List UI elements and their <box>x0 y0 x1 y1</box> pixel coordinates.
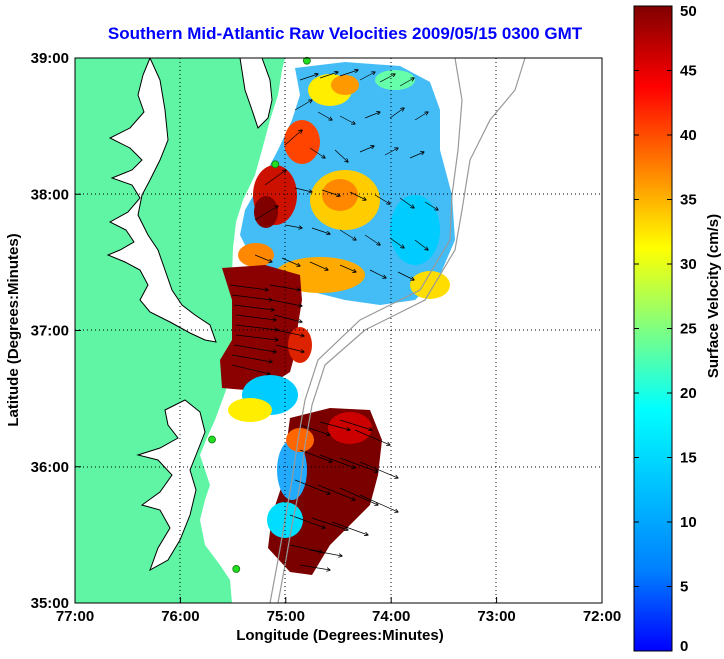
colorbar-tick-label: 10 <box>680 514 697 531</box>
colorbar-tick-label: 40 <box>680 127 697 144</box>
colorbar-tick-label: 20 <box>680 385 697 402</box>
colorbar-label: Surface Velocity (cm/s) <box>705 214 722 378</box>
y-axis-label: Latitude (Degrees:Minutes) <box>5 233 22 426</box>
x-axis-label: Longitude (Degrees:Minutes) <box>236 627 444 644</box>
station-marker <box>271 160 280 169</box>
colorbar-tick-label: 30 <box>680 256 697 273</box>
station-marker <box>208 435 216 444</box>
x-tick-label: 72:00 <box>583 608 621 625</box>
colorbar-tick-label: 0 <box>680 638 688 655</box>
chesapeake-bay <box>106 58 217 343</box>
colorbar-ticks: 0 5 10 15 20 25 30 35 40 45 50 <box>634 3 697 655</box>
x-tick-label: 76:00 <box>161 608 199 625</box>
pamlico-sound <box>136 399 206 572</box>
colorbar-tick-label: 25 <box>680 321 697 338</box>
x-tick-label: 74:00 <box>372 608 410 625</box>
colorbar: 0 5 10 15 20 25 30 35 40 45 50 Surface Velocity (c… <box>633 3 722 655</box>
velocity-vectors <box>254 70 438 280</box>
station-marker <box>232 565 241 573</box>
velocity-vectors-central <box>229 284 304 374</box>
colorbar-tick-label: 50 <box>680 3 697 20</box>
colorbar-tick-label: 5 <box>680 579 688 596</box>
colorbar-gradient <box>633 5 673 652</box>
x-axis-ticks: 77:00 76:00 75:00 74:00 73:00 72:00 <box>56 597 621 625</box>
y-tick-label: 35:00 <box>31 595 69 612</box>
station-marker <box>302 56 311 65</box>
bathymetry-contours <box>269 58 526 603</box>
y-tick-label: 39:00 <box>31 50 69 67</box>
station-markers <box>208 56 311 573</box>
y-tick-label: 38:00 <box>31 186 69 203</box>
plot-area <box>74 56 603 604</box>
y-tick-label: 37:00 <box>31 323 69 340</box>
map-title: Southern Mid-Atlantic Raw Velocities 200… <box>108 24 583 43</box>
x-tick-label: 77:00 <box>56 608 94 625</box>
delaware-bay <box>239 58 273 129</box>
colorbar-tick-label: 15 <box>680 450 697 467</box>
x-tick-label: 73:00 <box>477 608 515 625</box>
y-axis-ticks: 39:00 38:00 37:00 36:00 35:00 <box>31 50 81 612</box>
y-tick-label: 36:00 <box>31 459 69 476</box>
x-tick-label: 75:00 <box>267 608 305 625</box>
colorbar-tick-label: 45 <box>680 63 697 80</box>
colorbar-tick-label: 35 <box>680 192 697 209</box>
grid-lines <box>75 58 602 603</box>
velocity-field-north <box>238 62 455 305</box>
velocity-vectors-south <box>289 419 398 570</box>
